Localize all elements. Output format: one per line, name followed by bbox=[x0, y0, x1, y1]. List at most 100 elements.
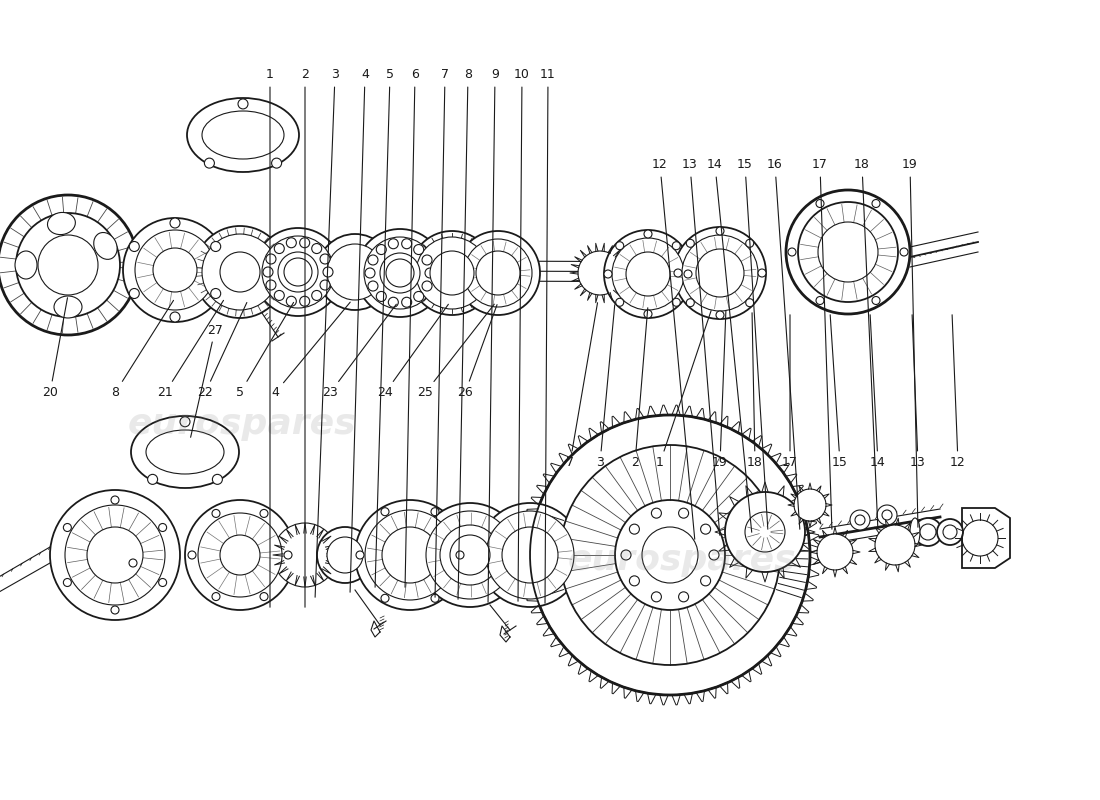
Circle shape bbox=[388, 238, 398, 249]
Circle shape bbox=[260, 593, 268, 601]
Circle shape bbox=[64, 523, 72, 531]
Text: 23: 23 bbox=[322, 304, 396, 399]
Circle shape bbox=[376, 245, 386, 254]
Circle shape bbox=[260, 510, 268, 518]
Circle shape bbox=[211, 289, 221, 298]
Circle shape bbox=[273, 523, 337, 587]
Circle shape bbox=[286, 238, 296, 248]
Circle shape bbox=[621, 550, 631, 560]
Circle shape bbox=[365, 268, 375, 278]
Circle shape bbox=[464, 239, 532, 307]
Circle shape bbox=[758, 269, 766, 277]
Circle shape bbox=[135, 230, 214, 310]
Text: 5: 5 bbox=[375, 69, 394, 587]
Circle shape bbox=[786, 190, 910, 314]
Circle shape bbox=[382, 527, 438, 583]
Circle shape bbox=[943, 525, 957, 539]
Circle shape bbox=[311, 290, 321, 301]
Text: 2: 2 bbox=[301, 69, 309, 607]
Circle shape bbox=[410, 231, 494, 315]
Circle shape bbox=[696, 249, 744, 297]
Text: 26: 26 bbox=[458, 305, 497, 399]
Circle shape bbox=[327, 244, 383, 300]
Circle shape bbox=[320, 280, 330, 290]
Circle shape bbox=[386, 259, 414, 287]
Circle shape bbox=[422, 281, 432, 291]
Text: 17: 17 bbox=[812, 158, 832, 530]
Text: 3: 3 bbox=[596, 305, 615, 470]
Polygon shape bbox=[962, 508, 1010, 568]
Circle shape bbox=[788, 248, 796, 256]
Circle shape bbox=[274, 243, 284, 254]
Circle shape bbox=[710, 550, 719, 560]
Circle shape bbox=[626, 252, 670, 296]
Circle shape bbox=[364, 237, 436, 309]
Circle shape bbox=[238, 99, 248, 109]
Circle shape bbox=[816, 199, 824, 207]
Circle shape bbox=[194, 226, 286, 318]
Text: 13: 13 bbox=[682, 158, 719, 535]
Circle shape bbox=[311, 243, 321, 254]
Circle shape bbox=[456, 551, 464, 559]
Text: 5: 5 bbox=[236, 302, 294, 399]
Text: 24: 24 bbox=[377, 304, 449, 399]
Circle shape bbox=[320, 254, 330, 264]
Circle shape bbox=[266, 254, 276, 264]
Text: 11: 11 bbox=[540, 69, 556, 603]
Circle shape bbox=[850, 510, 870, 530]
Circle shape bbox=[746, 239, 754, 247]
Text: 21: 21 bbox=[157, 300, 223, 399]
Circle shape bbox=[153, 248, 197, 292]
Circle shape bbox=[882, 510, 892, 520]
Circle shape bbox=[323, 267, 333, 277]
Circle shape bbox=[284, 551, 292, 559]
Circle shape bbox=[414, 291, 424, 302]
Circle shape bbox=[327, 537, 363, 573]
Circle shape bbox=[202, 234, 278, 310]
Circle shape bbox=[211, 242, 221, 251]
Circle shape bbox=[278, 252, 318, 292]
Text: 20: 20 bbox=[42, 298, 67, 399]
Circle shape bbox=[872, 297, 880, 305]
Circle shape bbox=[674, 227, 766, 319]
Text: 1: 1 bbox=[266, 69, 274, 607]
Circle shape bbox=[872, 199, 880, 207]
Circle shape bbox=[616, 242, 624, 250]
Text: 7: 7 bbox=[566, 302, 597, 470]
Ellipse shape bbox=[15, 251, 37, 279]
Circle shape bbox=[274, 290, 284, 301]
Circle shape bbox=[64, 578, 72, 586]
Text: 25: 25 bbox=[417, 304, 494, 399]
Text: 18: 18 bbox=[747, 313, 763, 470]
Circle shape bbox=[629, 524, 639, 534]
Circle shape bbox=[817, 534, 852, 570]
Text: 4: 4 bbox=[350, 69, 368, 592]
Circle shape bbox=[39, 235, 98, 295]
Circle shape bbox=[87, 527, 143, 583]
Circle shape bbox=[644, 310, 652, 318]
Circle shape bbox=[612, 238, 684, 310]
Circle shape bbox=[674, 269, 682, 277]
Circle shape bbox=[381, 508, 389, 516]
Circle shape bbox=[874, 525, 915, 565]
Circle shape bbox=[254, 228, 342, 316]
Circle shape bbox=[381, 594, 389, 602]
Text: 3: 3 bbox=[315, 69, 339, 598]
Circle shape bbox=[430, 251, 474, 295]
Circle shape bbox=[123, 218, 227, 322]
Text: 14: 14 bbox=[870, 314, 886, 470]
Circle shape bbox=[816, 297, 824, 305]
Circle shape bbox=[130, 289, 140, 298]
Circle shape bbox=[376, 291, 386, 302]
Circle shape bbox=[198, 513, 282, 597]
Circle shape bbox=[212, 593, 220, 601]
Circle shape bbox=[426, 511, 514, 599]
Circle shape bbox=[65, 505, 165, 605]
Text: 8: 8 bbox=[458, 69, 472, 599]
Text: 19: 19 bbox=[902, 158, 917, 527]
Ellipse shape bbox=[187, 98, 299, 172]
Circle shape bbox=[130, 242, 140, 251]
Circle shape bbox=[422, 255, 432, 265]
Circle shape bbox=[147, 474, 157, 484]
Circle shape bbox=[212, 474, 222, 484]
